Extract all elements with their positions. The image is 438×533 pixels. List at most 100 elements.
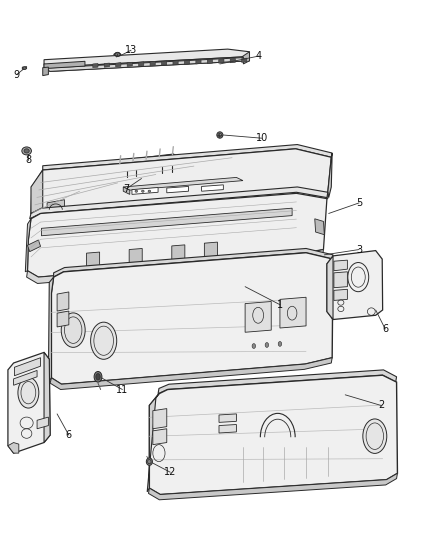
Polygon shape xyxy=(172,245,185,266)
Polygon shape xyxy=(150,61,155,66)
Ellipse shape xyxy=(278,342,282,346)
Ellipse shape xyxy=(94,372,102,382)
Ellipse shape xyxy=(18,377,39,408)
Polygon shape xyxy=(328,153,332,198)
Polygon shape xyxy=(315,219,324,235)
Polygon shape xyxy=(44,352,50,442)
Polygon shape xyxy=(28,193,327,277)
Polygon shape xyxy=(184,60,190,64)
Polygon shape xyxy=(153,429,167,445)
Polygon shape xyxy=(207,59,212,63)
Polygon shape xyxy=(153,409,167,429)
Polygon shape xyxy=(119,161,180,171)
Ellipse shape xyxy=(265,343,268,348)
Polygon shape xyxy=(280,297,306,328)
Text: 11: 11 xyxy=(116,384,128,394)
Polygon shape xyxy=(127,62,132,67)
Polygon shape xyxy=(8,442,19,453)
Ellipse shape xyxy=(146,458,152,465)
Polygon shape xyxy=(167,187,188,193)
Polygon shape xyxy=(43,144,332,170)
Polygon shape xyxy=(14,370,37,385)
Polygon shape xyxy=(334,272,347,288)
Polygon shape xyxy=(205,242,217,263)
Polygon shape xyxy=(147,394,159,492)
Polygon shape xyxy=(327,256,333,319)
Polygon shape xyxy=(27,249,323,284)
Polygon shape xyxy=(31,170,43,214)
Polygon shape xyxy=(48,277,53,382)
Polygon shape xyxy=(219,414,237,422)
Text: 9: 9 xyxy=(14,70,20,79)
Ellipse shape xyxy=(135,190,138,192)
Polygon shape xyxy=(57,311,69,327)
Polygon shape xyxy=(119,160,127,171)
Polygon shape xyxy=(123,177,243,190)
Polygon shape xyxy=(25,219,31,272)
Polygon shape xyxy=(138,62,144,66)
Polygon shape xyxy=(173,154,180,165)
Polygon shape xyxy=(129,248,142,270)
Polygon shape xyxy=(327,251,383,319)
Polygon shape xyxy=(44,56,250,71)
Text: 5: 5 xyxy=(356,198,362,208)
Polygon shape xyxy=(31,149,331,220)
Text: 1: 1 xyxy=(277,300,283,310)
Ellipse shape xyxy=(141,190,144,192)
Polygon shape xyxy=(31,192,328,226)
Polygon shape xyxy=(148,473,397,500)
Polygon shape xyxy=(219,59,224,63)
Polygon shape xyxy=(30,187,328,219)
Polygon shape xyxy=(149,375,397,495)
Ellipse shape xyxy=(23,67,26,69)
Polygon shape xyxy=(8,352,50,453)
Polygon shape xyxy=(158,370,396,394)
Polygon shape xyxy=(51,253,333,384)
Polygon shape xyxy=(132,188,158,195)
Polygon shape xyxy=(93,63,98,68)
Text: 13: 13 xyxy=(125,45,137,55)
Polygon shape xyxy=(123,187,130,195)
Polygon shape xyxy=(53,248,333,277)
Polygon shape xyxy=(43,67,48,76)
Ellipse shape xyxy=(22,147,32,155)
Ellipse shape xyxy=(217,132,223,138)
Text: 6: 6 xyxy=(66,430,72,440)
Polygon shape xyxy=(201,185,223,191)
Text: 6: 6 xyxy=(382,324,389,334)
Text: 10: 10 xyxy=(255,133,268,143)
Polygon shape xyxy=(87,252,99,273)
Ellipse shape xyxy=(91,322,117,359)
Text: 12: 12 xyxy=(164,467,177,477)
Text: 4: 4 xyxy=(256,51,262,61)
Text: 7: 7 xyxy=(124,183,130,193)
Polygon shape xyxy=(57,292,69,311)
Polygon shape xyxy=(162,61,167,65)
Text: 2: 2 xyxy=(378,400,384,410)
Ellipse shape xyxy=(96,374,100,380)
Text: 3: 3 xyxy=(356,245,362,255)
Polygon shape xyxy=(173,61,178,65)
Polygon shape xyxy=(42,208,292,236)
Ellipse shape xyxy=(252,344,255,349)
Polygon shape xyxy=(104,63,110,67)
Polygon shape xyxy=(44,61,85,68)
Polygon shape xyxy=(119,154,180,164)
Polygon shape xyxy=(44,58,250,71)
Polygon shape xyxy=(245,302,271,332)
Polygon shape xyxy=(334,289,347,301)
Polygon shape xyxy=(116,62,121,67)
Ellipse shape xyxy=(24,149,29,153)
Ellipse shape xyxy=(148,190,151,192)
Polygon shape xyxy=(114,53,121,56)
Polygon shape xyxy=(230,59,235,63)
Polygon shape xyxy=(47,200,64,216)
Polygon shape xyxy=(242,58,247,62)
Polygon shape xyxy=(14,358,41,376)
Polygon shape xyxy=(50,358,332,390)
Polygon shape xyxy=(37,417,48,429)
Text: 8: 8 xyxy=(25,156,32,165)
Polygon shape xyxy=(219,424,237,433)
Ellipse shape xyxy=(363,419,387,454)
Polygon shape xyxy=(196,60,201,64)
